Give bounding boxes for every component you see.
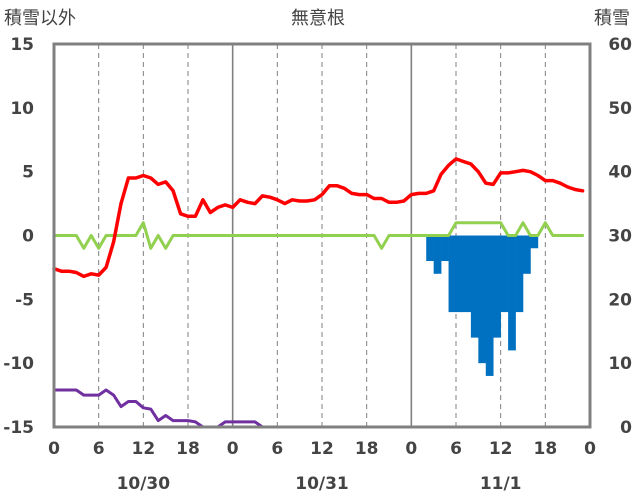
plot-frame [52, 42, 592, 429]
right-tick-label: 20 [608, 290, 632, 310]
right-tick-label: 10 [608, 354, 632, 374]
snowfall-bar [493, 235, 501, 338]
snowfall-bar [456, 235, 464, 313]
left-tick-label: -15 [3, 418, 34, 438]
green_series-line [52, 221, 585, 250]
purple_series-line [52, 388, 585, 429]
x-tick-label: 18 [533, 439, 557, 459]
snowfall-bar [485, 235, 494, 376]
left-tick-label: 0 [22, 227, 34, 247]
right-tick-label: 40 [608, 163, 632, 183]
left-tick-label: 15 [10, 35, 34, 55]
x-tick-label: 6 [93, 439, 105, 459]
snowfall-bar [426, 235, 434, 262]
snowfall-bar [478, 235, 487, 364]
snowfall-bar [470, 235, 479, 338]
right-tick-label: 60 [608, 35, 632, 55]
snowfall-bar [515, 235, 524, 313]
snowfall-bar [433, 235, 442, 274]
left-tick-label: -10 [3, 354, 34, 374]
x-tick-label: 0 [227, 439, 239, 459]
date-label: 10/31 [295, 474, 349, 494]
x-tick-label: 0 [48, 439, 60, 459]
right-axis-label: 積雪 [594, 8, 630, 29]
snowfall-bar [500, 235, 509, 313]
snowfall-bar [441, 235, 449, 262]
right-tick-label: 30 [608, 227, 632, 247]
snowfall-bars [426, 235, 539, 376]
x-tick-label: 12 [489, 439, 513, 459]
right-tick-label: 0 [620, 418, 632, 438]
x-tick-label: 6 [271, 439, 283, 459]
right-tick-label: 50 [608, 99, 632, 119]
left-tick-label: 10 [10, 99, 34, 119]
x-tick-label: 12 [310, 439, 334, 459]
x-tick-label: 18 [355, 439, 379, 459]
left-axis-label: 積雪以外 [4, 8, 76, 29]
snowfall-bar [523, 235, 531, 274]
left-tick-label: -5 [15, 290, 34, 310]
x-tick-label: 0 [584, 439, 596, 459]
left-tick-label: 5 [22, 163, 34, 183]
snowfall-bar [530, 235, 539, 249]
x-tick-label: 18 [176, 439, 200, 459]
x-tick-label: 12 [131, 439, 155, 459]
x-tick-label: 0 [405, 439, 417, 459]
snowfall-bar [508, 235, 516, 351]
snowfall-bar [448, 235, 457, 313]
chart-title: 無意根 [291, 8, 345, 29]
date-label: 10/30 [117, 474, 171, 494]
temperature-line [52, 157, 585, 279]
date-label: 11/1 [480, 474, 522, 494]
x-tick-label: 6 [450, 439, 462, 459]
snowfall-bar [463, 235, 472, 313]
